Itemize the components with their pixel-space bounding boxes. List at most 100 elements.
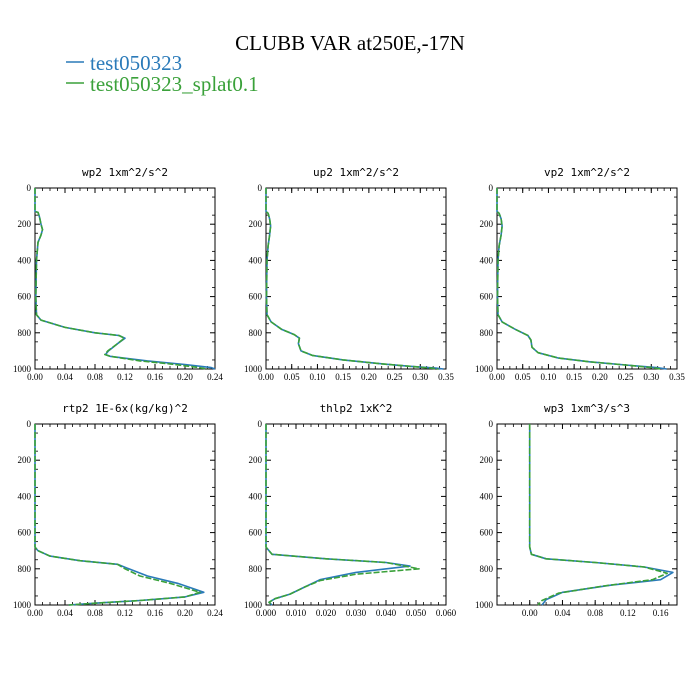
y-tick-label-4-0: 0: [258, 419, 263, 429]
y-tick-label-0-5: 1000: [13, 364, 32, 374]
x-tick-label-4-1: 0.010: [286, 608, 307, 618]
series-line-3-1: [34, 424, 201, 606]
figure-title: CLUBB VAR at250E,-17N: [235, 31, 465, 55]
series-line-1-0: [265, 188, 444, 370]
y-tick-label-2-1: 200: [480, 219, 494, 229]
y-tick-label-0-0: 0: [27, 183, 32, 193]
y-tick-label-1-3: 600: [249, 292, 263, 302]
y-tick-label-3-0: 0: [27, 419, 32, 429]
plot-frame-2: [496, 187, 678, 370]
x-tick-label-3-3: 0.12: [117, 608, 133, 618]
y-tick-label-2-0: 0: [489, 183, 494, 193]
x-tick-label-0-0: 0.00: [27, 372, 43, 382]
y-tick-label-0-4: 800: [18, 328, 32, 338]
y-tick-label-2-4: 800: [480, 328, 494, 338]
x-tick-label-3-4: 0.16: [147, 608, 163, 618]
panel-title-1: up2 1xm^2/s^2: [313, 166, 399, 179]
x-tick-label-4-5: 0.050: [406, 608, 427, 618]
y-tick-label-5-2: 400: [480, 491, 494, 501]
x-tick-label-5-0: 0.00: [522, 608, 538, 618]
panel-title-4: thlp2 1xK^2: [320, 402, 393, 415]
y-tick-label-5-1: 200: [480, 455, 494, 465]
plot-frame-3: [34, 423, 216, 606]
x-tick-label-2-2: 0.10: [541, 372, 557, 382]
panel-title-3: rtp2 1E-6x(kg/kg)^2: [62, 402, 188, 415]
x-tick-label-0-3: 0.12: [117, 372, 133, 382]
legend-label-1: test050323_splat0.1: [90, 72, 259, 96]
series-line-0-0: [34, 188, 216, 370]
x-tick-label-5-3: 0.12: [620, 608, 636, 618]
x-tick-label-1-7: 0.35: [438, 372, 454, 382]
y-tick-label-4-3: 600: [249, 528, 263, 538]
y-tick-label-5-3: 600: [480, 528, 494, 538]
y-tick-label-0-2: 400: [18, 255, 32, 265]
y-tick-label-2-3: 600: [480, 292, 494, 302]
series-line-2-0: [496, 188, 667, 370]
y-tick-label-0-3: 600: [18, 292, 32, 302]
x-tick-label-4-6: 0.060: [436, 608, 457, 618]
series-line-5-0: [528, 424, 674, 606]
y-tick-label-0-1: 200: [18, 219, 32, 229]
panel-5: wp3 1xm^3/s^3 0 200 400 600 800 1000 0.00 0.04 0.…: [475, 402, 678, 618]
y-tick-label-1-0: 0: [258, 183, 263, 193]
y-tick-label-4-2: 400: [249, 491, 263, 501]
y-tick-label-4-5: 1000: [244, 600, 263, 610]
x-tick-label-3-5: 0.20: [177, 608, 193, 618]
x-tick-label-2-7: 0.35: [669, 372, 685, 382]
y-tick-label-4-1: 200: [249, 455, 263, 465]
x-tick-label-5-4: 0.16: [653, 608, 669, 618]
x-tick-label-2-6: 0.30: [643, 372, 659, 382]
x-tick-label-1-4: 0.20: [361, 372, 377, 382]
plot-frame-4: [265, 423, 447, 606]
x-tick-label-0-2: 0.08: [87, 372, 103, 382]
y-tick-label-4-4: 800: [249, 564, 263, 574]
x-tick-label-0-1: 0.04: [57, 372, 73, 382]
y-tick-label-2-5: 1000: [475, 364, 494, 374]
legend: test050323 test050323_splat0.1: [66, 51, 259, 96]
series-line-0-1: [34, 188, 208, 370]
y-tick-label-3-1: 200: [18, 455, 32, 465]
x-tick-label-0-4: 0.16: [147, 372, 163, 382]
x-tick-label-2-4: 0.20: [592, 372, 608, 382]
series-line-1-1: [265, 188, 439, 370]
x-tick-label-4-2: 0.020: [316, 608, 337, 618]
x-tick-label-2-1: 0.05: [515, 372, 531, 382]
panel-title-0: wp2 1xm^2/s^2: [82, 166, 168, 179]
x-tick-label-1-3: 0.15: [335, 372, 351, 382]
x-tick-label-1-5: 0.25: [387, 372, 403, 382]
y-tick-label-5-0: 0: [489, 419, 494, 429]
x-tick-label-0-6: 0.24: [207, 372, 223, 382]
y-tick-label-5-5: 1000: [475, 600, 494, 610]
x-tick-label-4-0: 0.000: [256, 608, 277, 618]
x-tick-label-1-6: 0.30: [412, 372, 428, 382]
x-tick-label-3-0: 0.00: [27, 608, 43, 618]
y-tick-label-3-2: 400: [18, 491, 32, 501]
y-tick-label-3-3: 600: [18, 528, 32, 538]
y-tick-label-5-4: 800: [480, 564, 494, 574]
x-tick-label-3-1: 0.04: [57, 608, 73, 618]
y-tick-label-3-4: 800: [18, 564, 32, 574]
x-tick-label-2-0: 0.00: [489, 372, 505, 382]
x-tick-label-1-2: 0.10: [310, 372, 326, 382]
panel-title-5: wp3 1xm^3/s^3: [544, 402, 630, 415]
legend-label-0: test050323: [90, 51, 182, 75]
y-tick-label-2-2: 400: [480, 255, 494, 265]
x-tick-label-3-2: 0.08: [87, 608, 103, 618]
plot-frame-5: [496, 423, 678, 606]
y-tick-label-1-5: 1000: [244, 364, 263, 374]
x-tick-label-4-3: 0.030: [346, 608, 367, 618]
x-tick-label-2-3: 0.15: [566, 372, 582, 382]
series-line-3-0: [34, 424, 205, 606]
y-tick-label-1-4: 800: [249, 328, 263, 338]
x-tick-label-4-4: 0.040: [376, 608, 397, 618]
panel-title-2: vp2 1xm^2/s^2: [544, 166, 630, 179]
x-tick-label-1-0: 0.00: [258, 372, 274, 382]
y-tick-label-3-5: 1000: [13, 600, 32, 610]
plot-frame-1: [265, 187, 447, 370]
x-tick-label-0-5: 0.20: [177, 372, 193, 382]
